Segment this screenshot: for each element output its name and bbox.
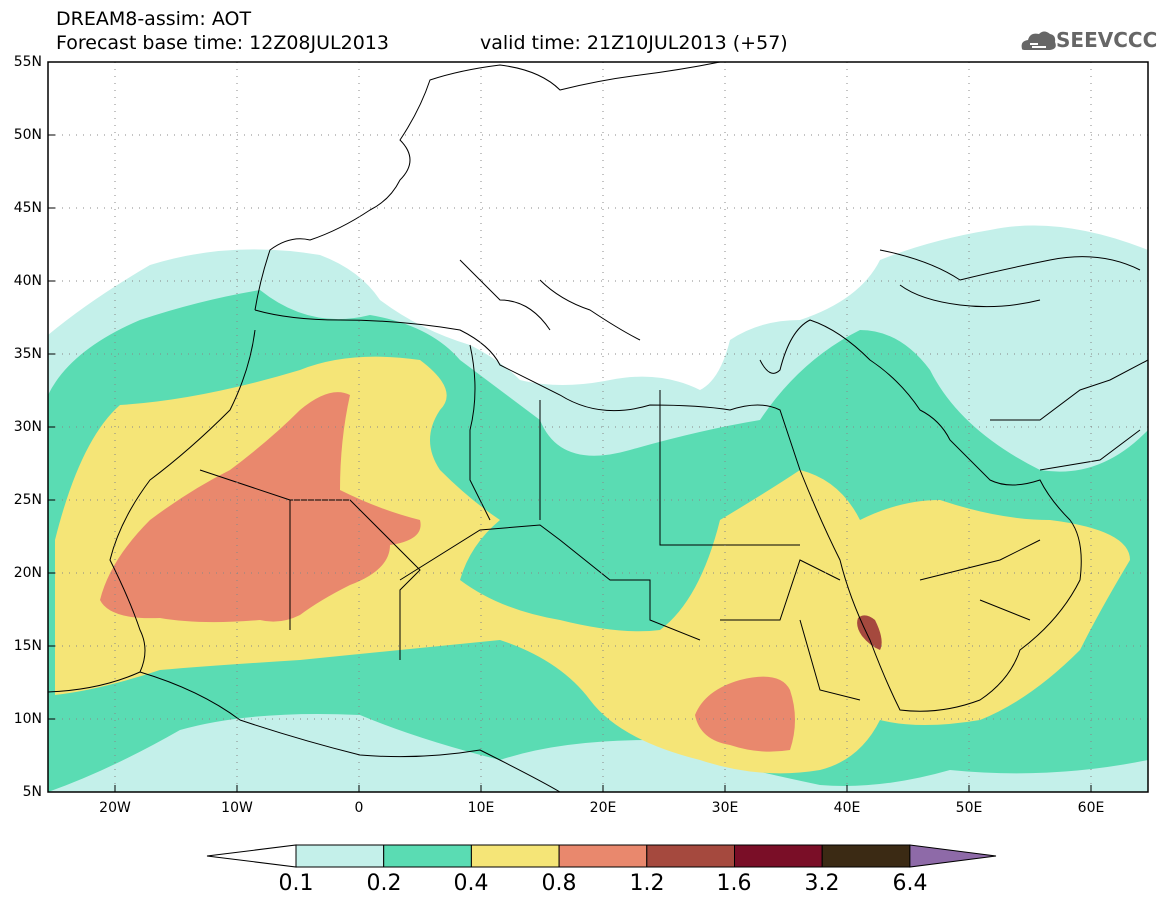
colorbar-swatch: [383, 844, 472, 868]
lat-label: 35N: [13, 346, 42, 362]
valid-time: valid time: 21Z10JUL2013 (+57): [480, 32, 788, 54]
aot-contour-0.8-sahara: [100, 392, 421, 623]
lon-label: 10E: [467, 800, 495, 816]
lat-label: 45N: [13, 200, 42, 216]
aot-contour-0.8-sudan: [695, 676, 795, 752]
lon-label: 50E: [955, 800, 983, 816]
colorbar-label: 3.2: [804, 871, 840, 896]
lon-label: 0: [354, 800, 364, 816]
lat-label: 40N: [13, 273, 42, 289]
colorbar-label: 6.4: [892, 871, 928, 896]
lon-label: 40E: [833, 800, 861, 816]
colorbar-swatch: [470, 844, 560, 868]
lon-label: 20W: [99, 800, 131, 816]
forecast-base-time: Forecast base time: 12Z08JUL2013: [56, 32, 389, 54]
colorbar-label: 1.2: [629, 871, 665, 896]
aot-contour-1.2: [857, 615, 882, 650]
aot-field: [48, 62, 1148, 792]
lat-lon-grid: [48, 62, 1148, 792]
lon-label: 60E: [1077, 800, 1105, 816]
colorbar-swatch: [558, 844, 648, 868]
cloud-icon: [1021, 31, 1056, 50]
lat-label: 20N: [13, 565, 42, 581]
colorbar-label: 0.4: [453, 871, 489, 896]
lat-label: 5N: [22, 784, 42, 800]
logo-text: SEEVCCC: [1056, 28, 1158, 52]
coastlines: [47, 61, 1149, 793]
lat-label: 25N: [13, 492, 42, 508]
colorbar-swatch: [646, 844, 735, 868]
lon-label: 20E: [589, 800, 617, 816]
axis-ticks: [48, 61, 1092, 793]
lon-label: 30E: [711, 800, 739, 816]
colorbar-label: 1.6: [716, 871, 752, 896]
lat-label: 10N: [13, 711, 42, 727]
lat-label: 30N: [13, 419, 42, 435]
lat-label: 50N: [13, 127, 42, 143]
colorbar: [206, 844, 997, 868]
map-title: DREAM8-assim: AOT: [56, 8, 252, 30]
colorbar-swatch: [734, 844, 823, 868]
colorbar-swatch: [821, 844, 911, 868]
colorbar-label: 0.2: [366, 871, 402, 896]
colorbar-label: 0.1: [278, 871, 314, 896]
lat-label: 55N: [13, 54, 42, 70]
colorbar-low-arrow: [206, 844, 297, 868]
colorbar-label: 0.8: [541, 871, 577, 896]
lat-label: 15N: [13, 638, 42, 654]
lon-label: 10W: [221, 800, 253, 816]
colorbar-swatch: [295, 844, 385, 868]
colorbar-high-arrow: [909, 844, 997, 868]
